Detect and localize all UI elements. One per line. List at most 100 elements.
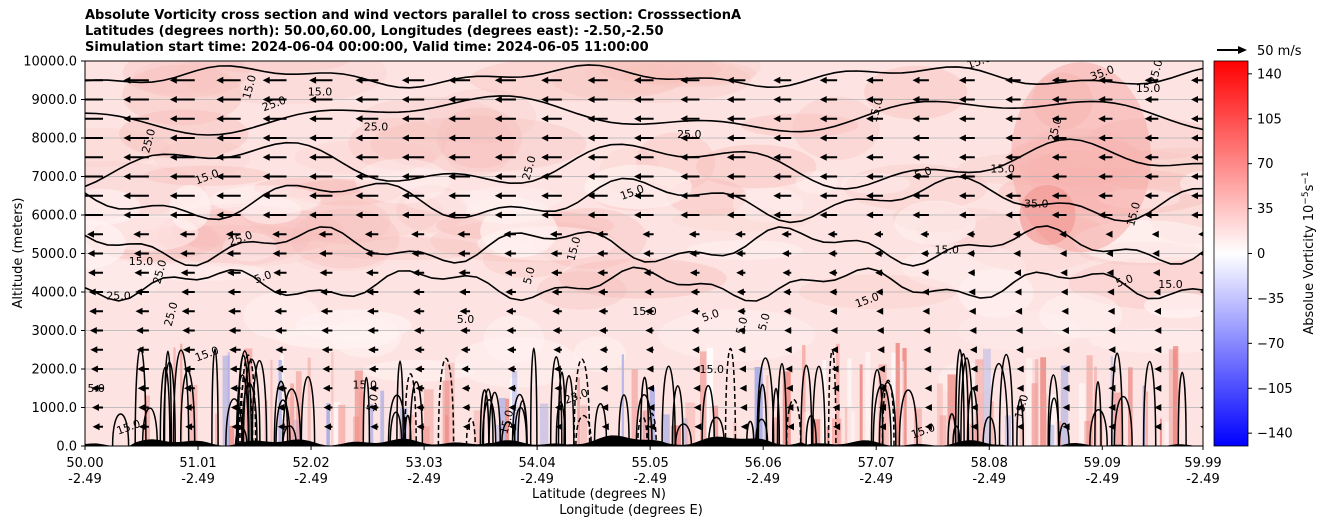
wind-vector-head bbox=[90, 346, 98, 354]
y-tick-label: 0.0 bbox=[56, 440, 77, 455]
vorticity-patch bbox=[85, 261, 164, 300]
wind-vector-head bbox=[1005, 211, 1013, 219]
contour-line bbox=[618, 394, 630, 446]
contour-label: 5.0 bbox=[733, 316, 750, 336]
colorbar-tick-label: 35 bbox=[1257, 202, 1274, 217]
wind-vector-head bbox=[587, 76, 595, 84]
wind-vector-head bbox=[923, 346, 931, 354]
wind-vector-head bbox=[1098, 192, 1106, 200]
wind-vector-head bbox=[323, 404, 331, 411]
wind-vector-head bbox=[726, 134, 734, 142]
wind-vector-head bbox=[875, 288, 883, 296]
wind-vector-head bbox=[448, 192, 456, 200]
wind-vector-head bbox=[494, 134, 502, 142]
contour-line bbox=[362, 376, 371, 446]
wind-vector-head bbox=[77, 154, 84, 161]
contour-line bbox=[465, 417, 476, 446]
vorticity-patch bbox=[671, 207, 810, 232]
wind-vector-head bbox=[401, 211, 409, 219]
contour-line bbox=[1177, 371, 1187, 446]
wind-vector-head bbox=[541, 96, 549, 103]
wind-vector-head bbox=[1144, 134, 1152, 142]
vorticity-band bbox=[802, 345, 806, 446]
wind-vector-head bbox=[912, 96, 920, 103]
contour-line bbox=[757, 383, 768, 446]
wind-vector-head bbox=[89, 327, 97, 334]
wind-vector-head bbox=[773, 211, 781, 219]
wind-vector-head bbox=[401, 96, 409, 103]
wind-vector-head bbox=[552, 327, 560, 334]
wind-vector-head bbox=[597, 288, 605, 296]
contour-label: 25.0 bbox=[139, 127, 158, 154]
terrain bbox=[85, 435, 1203, 446]
wind-vector-head bbox=[494, 76, 502, 84]
wind-vector-head bbox=[644, 307, 652, 315]
wind-vector-head bbox=[138, 404, 146, 411]
wind-vector-head bbox=[123, 96, 131, 103]
wind-vector-head bbox=[829, 307, 837, 315]
wind-vector-head bbox=[272, 230, 280, 238]
wind-vector-head bbox=[1098, 153, 1106, 161]
wind-vector-head bbox=[229, 365, 237, 373]
vorticity-band bbox=[662, 414, 670, 446]
wind-vector-head bbox=[1144, 192, 1152, 200]
vorticity-band bbox=[1084, 420, 1093, 446]
wind-vector-head bbox=[1060, 288, 1068, 296]
wind-vector-head bbox=[833, 423, 841, 431]
contour-line bbox=[517, 400, 528, 446]
wind-vector-head bbox=[324, 423, 331, 431]
contour-line bbox=[500, 421, 516, 446]
wind-vector-head bbox=[322, 384, 330, 392]
vorticity-patch bbox=[466, 197, 550, 224]
vorticity-band bbox=[733, 421, 737, 446]
wind-vector-head bbox=[643, 250, 651, 257]
vorticity-patch bbox=[550, 61, 752, 103]
wind-vector-head bbox=[1051, 173, 1059, 180]
wind-vector-head bbox=[587, 134, 595, 142]
wind-vector-head bbox=[216, 115, 224, 123]
wind-vector-head bbox=[784, 346, 792, 354]
contour-line bbox=[954, 349, 965, 446]
contour-line bbox=[251, 359, 268, 446]
contour-line bbox=[240, 354, 257, 446]
wind-vector-head bbox=[1108, 384, 1116, 392]
wind-vector-head bbox=[355, 153, 363, 161]
wind-vector-head bbox=[866, 192, 874, 200]
wind-vector-head bbox=[184, 404, 192, 411]
wind-vector-head bbox=[216, 211, 224, 219]
wind-vector-head bbox=[642, 230, 650, 238]
wind-vector-head bbox=[726, 96, 734, 103]
wind-vector-head bbox=[1051, 76, 1059, 84]
wind-vector-head bbox=[169, 153, 177, 161]
contour-line bbox=[242, 358, 261, 446]
x-tick-label-longitude: -2.49 bbox=[1085, 472, 1119, 487]
wind-vector-head bbox=[401, 192, 409, 200]
wind-vector-head bbox=[969, 346, 977, 354]
contour-label: 5.0 bbox=[87, 382, 105, 395]
wind-vector-head bbox=[1107, 288, 1115, 296]
wind-vector-head bbox=[877, 346, 885, 354]
wind-vector-head bbox=[1059, 250, 1067, 257]
wind-vector-head bbox=[819, 192, 827, 200]
contour-line bbox=[1142, 360, 1157, 446]
wind-vector-head bbox=[1014, 288, 1022, 296]
wind-vector-head bbox=[230, 404, 238, 411]
wind-vector-head bbox=[689, 269, 697, 277]
vorticity-band bbox=[683, 418, 688, 446]
contour-line bbox=[957, 353, 970, 446]
contour-label: 15.0 bbox=[353, 378, 378, 391]
wind-vector-head bbox=[138, 423, 146, 431]
vorticity-band bbox=[1060, 365, 1069, 446]
wind-vector-head bbox=[1014, 269, 1021, 277]
wind-vector-head bbox=[216, 192, 224, 200]
wind-vector-head bbox=[553, 365, 561, 373]
wind-vector-head bbox=[773, 76, 781, 84]
chart-title-line-1: Absolute Vorticity cross section and win… bbox=[85, 8, 742, 23]
wind-vector-head bbox=[831, 346, 838, 354]
wind-vector-head bbox=[1200, 329, 1203, 332]
wind-vector-head bbox=[958, 76, 966, 84]
wind-vector-head bbox=[320, 288, 328, 296]
colorbar-tick-label: 140 bbox=[1257, 67, 1282, 82]
wind-vector-head bbox=[877, 365, 885, 373]
wind-vector-head bbox=[401, 153, 409, 161]
